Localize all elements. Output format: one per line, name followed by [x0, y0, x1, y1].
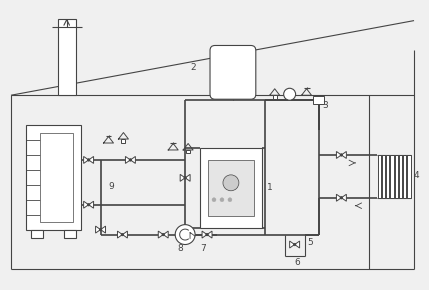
- Circle shape: [175, 225, 195, 244]
- Circle shape: [212, 198, 216, 202]
- Text: 2: 2: [190, 63, 196, 72]
- Polygon shape: [125, 156, 130, 163]
- Bar: [273, 95, 277, 99]
- Bar: [40, 133, 73, 222]
- Bar: [200, 148, 262, 228]
- Polygon shape: [89, 201, 94, 208]
- Polygon shape: [130, 156, 136, 163]
- Polygon shape: [202, 231, 207, 238]
- Polygon shape: [290, 241, 295, 248]
- Bar: [58, 19, 76, 95]
- Polygon shape: [180, 174, 185, 181]
- Text: 9: 9: [109, 182, 114, 191]
- Text: 8: 8: [177, 244, 183, 253]
- Polygon shape: [295, 241, 299, 248]
- Circle shape: [220, 198, 224, 202]
- Circle shape: [284, 88, 296, 100]
- Circle shape: [162, 233, 164, 236]
- Bar: [399, 155, 402, 198]
- Text: 1: 1: [267, 183, 272, 192]
- Bar: [26, 125, 81, 230]
- Circle shape: [340, 154, 343, 156]
- Polygon shape: [163, 231, 168, 238]
- Polygon shape: [122, 231, 127, 238]
- Polygon shape: [336, 194, 341, 201]
- Text: 6: 6: [295, 258, 300, 267]
- Bar: [386, 155, 390, 198]
- Text: 5: 5: [308, 238, 313, 247]
- Polygon shape: [336, 151, 341, 158]
- Bar: [64, 230, 76, 238]
- Polygon shape: [207, 231, 212, 238]
- Circle shape: [99, 228, 102, 231]
- Bar: [378, 155, 381, 198]
- Text: 3: 3: [323, 101, 328, 110]
- Bar: [390, 155, 394, 198]
- Polygon shape: [84, 156, 89, 163]
- Bar: [208, 160, 254, 216]
- Circle shape: [184, 177, 186, 179]
- Bar: [407, 155, 411, 198]
- Circle shape: [88, 159, 90, 161]
- Polygon shape: [100, 226, 106, 233]
- Circle shape: [293, 243, 296, 246]
- Polygon shape: [89, 156, 94, 163]
- Circle shape: [121, 233, 124, 236]
- Circle shape: [340, 197, 343, 199]
- Circle shape: [206, 233, 208, 236]
- Polygon shape: [341, 151, 346, 158]
- Circle shape: [223, 175, 239, 191]
- Bar: [313, 96, 324, 104]
- Polygon shape: [84, 201, 89, 208]
- Bar: [395, 155, 398, 198]
- Text: 4: 4: [414, 171, 420, 180]
- Circle shape: [228, 198, 232, 202]
- Bar: [121, 139, 125, 142]
- Bar: [382, 155, 385, 198]
- Bar: [403, 155, 406, 198]
- Text: 7: 7: [200, 244, 206, 253]
- Circle shape: [129, 159, 132, 161]
- Circle shape: [88, 204, 90, 206]
- Polygon shape: [185, 174, 190, 181]
- Polygon shape: [341, 194, 346, 201]
- Polygon shape: [96, 226, 100, 233]
- FancyBboxPatch shape: [210, 46, 256, 99]
- Polygon shape: [158, 231, 163, 238]
- Bar: [31, 230, 43, 238]
- Bar: [186, 150, 190, 153]
- Polygon shape: [118, 231, 122, 238]
